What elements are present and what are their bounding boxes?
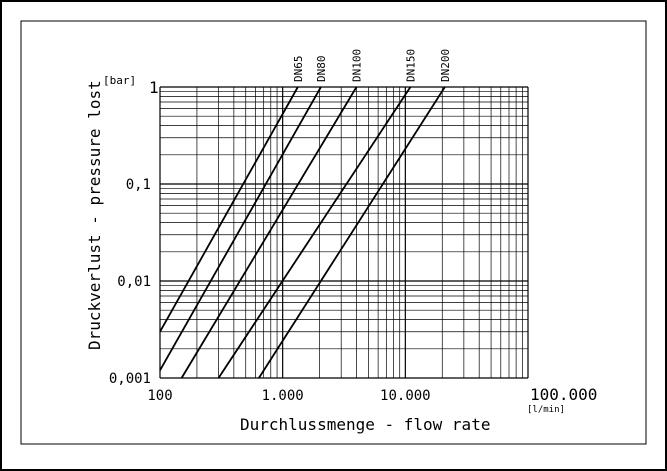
y-axis-title: Druckverlust - pressure lost bbox=[85, 80, 104, 350]
series-line-dn65 bbox=[159, 86, 299, 333]
series-line-dn150 bbox=[217, 86, 412, 379]
y-tick-label: 0,01 bbox=[117, 274, 151, 290]
series-label-dn100: DN100 bbox=[351, 49, 364, 82]
series-line-dn100 bbox=[180, 86, 358, 379]
x-tick-label: 100.000 bbox=[530, 385, 597, 404]
x-tick-labels: 100 1.000 10.000 100.000 bbox=[147, 385, 597, 404]
series-label-dn150: DN150 bbox=[404, 49, 417, 82]
y-tick-labels: 0,001 0,01 0,1 1 bbox=[109, 78, 159, 387]
y-tick-label: 1 bbox=[149, 78, 159, 97]
series-line-dn80 bbox=[159, 86, 322, 371]
x-tick-label: 10.000 bbox=[380, 388, 431, 404]
y-tick-label: 0,1 bbox=[126, 177, 151, 193]
x-axis-title: Durchlussmenge - flow rate bbox=[240, 415, 490, 434]
series-labels: DN65 DN80 DN100 DN150 DN200 bbox=[292, 49, 452, 82]
series-label-dn65: DN65 bbox=[292, 56, 305, 83]
series-line-dn200 bbox=[258, 86, 446, 379]
x-unit-label: [l/min] bbox=[527, 405, 565, 415]
x-tick-label: 100 bbox=[147, 388, 172, 404]
y-unit-label: [bar] bbox=[103, 74, 136, 87]
y-tick-label: 0,001 bbox=[109, 371, 151, 387]
series-label-dn80: DN80 bbox=[315, 56, 328, 83]
chart-grid bbox=[159, 86, 529, 379]
chart-series bbox=[159, 86, 446, 379]
x-tick-label: 1.000 bbox=[262, 388, 304, 404]
series-label-dn200: DN200 bbox=[439, 49, 452, 82]
inner-frame bbox=[20, 20, 647, 445]
